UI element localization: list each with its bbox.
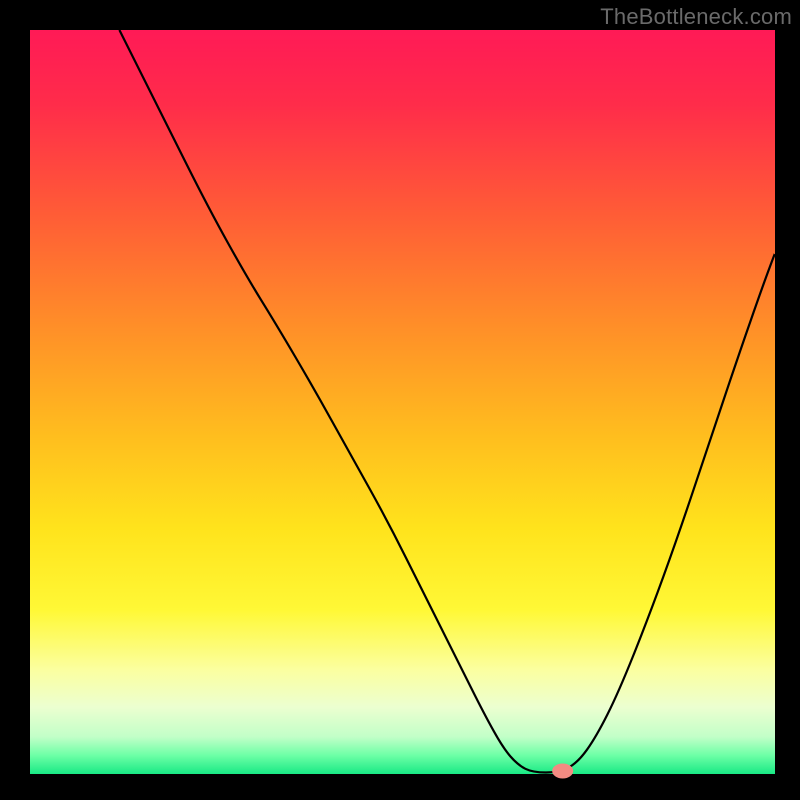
plot-background [30,30,775,774]
chart-container: TheBottleneck.com [0,0,800,800]
optimal-point-marker [553,764,573,778]
bottleneck-chart [0,0,800,800]
